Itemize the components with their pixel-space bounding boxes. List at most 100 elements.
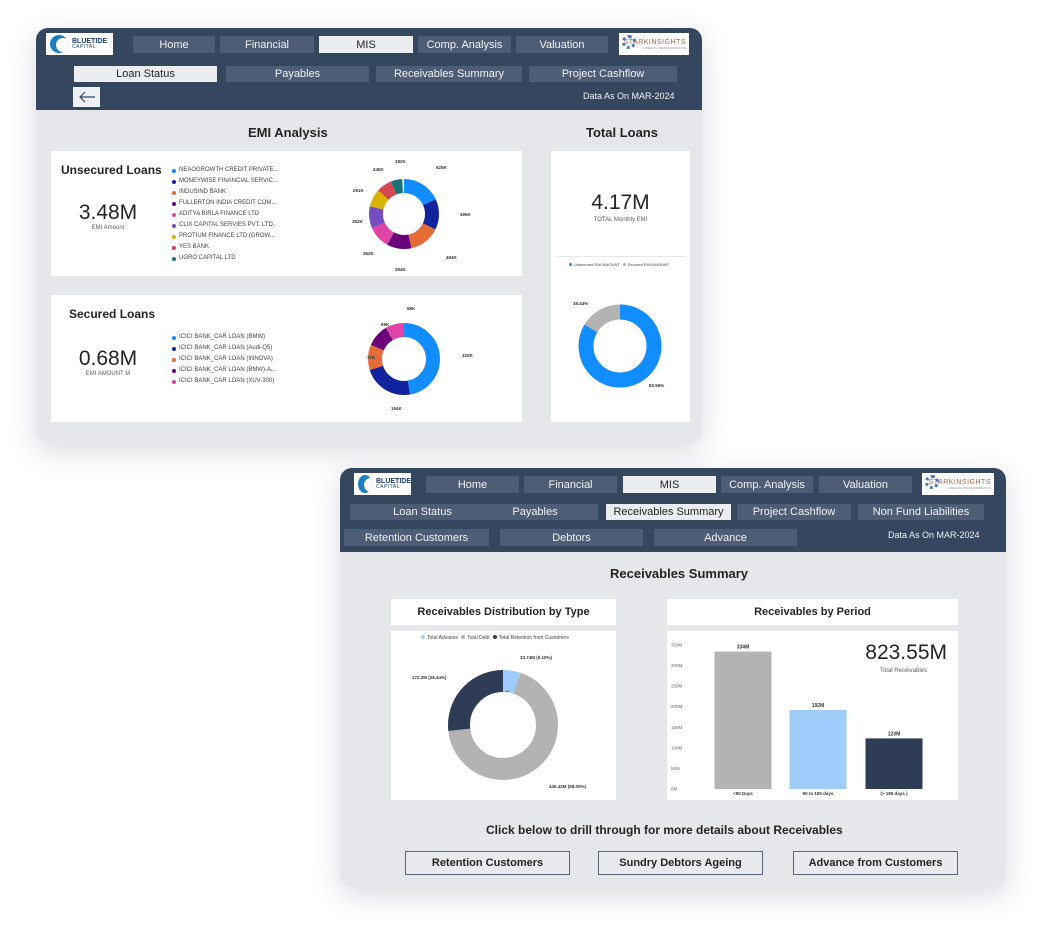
arrow-left-icon: [78, 91, 95, 103]
legend-dot-icon: [172, 179, 176, 184]
legend-item[interactable]: ICICI BANK_CAR LOAN (Audi-Q5): [172, 343, 276, 354]
nav-valuation-button[interactable]: Valuation: [516, 36, 608, 53]
tab-loan-status[interactable]: Loan Status: [74, 66, 217, 82]
legend-item[interactable]: INDUSIND BANK: [172, 187, 279, 198]
back-button[interactable]: [73, 87, 100, 107]
legend-item[interactable]: PROTIUM FINANCE LTD (GROW...: [172, 231, 279, 242]
legend-item[interactable]: Total Debt: [461, 635, 490, 641]
legend-item[interactable]: ICICI BANK_CAR LOAN (XUV-300): [172, 376, 276, 387]
top-navigation-bar: BLUETIDE CAPITAL Home Financial MIS Comp…: [36, 28, 702, 110]
nav-comp-analysis-button[interactable]: Comp. Analysis: [721, 476, 813, 493]
total-loans-donut-chart[interactable]: 83.56% 16.44%: [551, 291, 690, 401]
emi-analysis-title: EMI Analysis: [248, 125, 328, 140]
legend-item[interactable]: ADITYA BIRLA FINANCE LTD: [172, 209, 279, 220]
drill-through-text: Click below to drill through for more de…: [486, 823, 843, 837]
y-tick-label: 150M: [671, 725, 683, 730]
donut-label: 58K: [407, 306, 416, 311]
bluetide-logo[interactable]: BLUETIDE CAPITAL: [354, 473, 411, 495]
starkinsights-logo[interactable]: STARKINSIGHTS A WEALTH TRANSFORMATION: [619, 33, 689, 55]
legend-dot-icon: [569, 263, 572, 266]
total-emi-value: 4.17M: [591, 191, 650, 214]
nav-mis-button[interactable]: MIS: [623, 476, 716, 493]
donut-segment[interactable]: [369, 179, 439, 249]
tab-receivables-summary[interactable]: Receivables Summary: [606, 504, 731, 520]
retention-customers-drill-button[interactable]: Retention Customers: [405, 851, 570, 875]
bar[interactable]: [789, 710, 847, 789]
donut-segment[interactable]: [448, 670, 558, 780]
donut-segment[interactable]: [578, 304, 662, 388]
distribution-title: Receivables Distribution by Type: [417, 606, 590, 618]
donut-segment[interactable]: [368, 323, 440, 395]
legend-item[interactable]: ICICI BANK_CAR LOAN (BMW): [172, 332, 276, 343]
legend-item[interactable]: FULLERTON INDIA CREDIT COM...: [172, 198, 279, 209]
bluetide-logo[interactable]: BLUETIDE CAPITAL: [46, 33, 113, 55]
legend-dot-icon: [172, 379, 176, 384]
legend-item[interactable]: Total Retention from Customers: [492, 635, 569, 641]
nav-valuation-button[interactable]: Valuation: [819, 476, 912, 493]
total-loans-title: Total Loans: [586, 125, 658, 140]
sundry-debtors-ageing-drill-button[interactable]: Sundry Debtors Ageing: [598, 851, 763, 875]
legend-item[interactable]: NEAOGROWTH CREDIT PRIVATE...: [172, 165, 279, 176]
period-title-card: Receivables by Period: [667, 599, 958, 625]
period-card: 0M 50M 100M 150M 200M 250M 300M 350M 334M <90 Day…: [667, 631, 958, 800]
tab-advance[interactable]: Advance: [654, 529, 797, 546]
legend-item[interactable]: Secured EMI AMOUNT: [622, 262, 669, 267]
legend-item[interactable]: UGRO CAPITAL LTD: [172, 253, 279, 264]
donut-label: 154K: [391, 406, 403, 411]
nav-financial-button[interactable]: Financial: [524, 476, 617, 493]
donut-segment[interactable]: [448, 670, 558, 780]
secured-donut-chart[interactable]: 320K 154K 77K 69K 58K: [321, 297, 481, 421]
tab-payables[interactable]: Payables: [472, 504, 598, 520]
tab-project-cashflow[interactable]: Project Cashflow: [737, 504, 851, 520]
bar[interactable]: [714, 651, 772, 789]
legend-label: ICICI BANK_CAR LOAN (Audi-Q5): [179, 345, 273, 351]
legend-dot-icon: [172, 368, 176, 373]
distribution-card: Total Advance Total Debt Total Retention…: [391, 631, 616, 800]
bar-data-label: 192M: [812, 703, 825, 709]
donut-label: 320K: [462, 353, 474, 358]
legend-item[interactable]: ICICI BANK_CAR LOAN (INNOVA): [172, 354, 276, 365]
distribution-donut-chart[interactable]: 33.74M (5.10%) 172.2M (26.44%) 445.42M (…: [391, 645, 616, 800]
legend-label: ICICI BANK_CAR LOAN (INNOVA): [179, 356, 273, 362]
tab-retention-customers[interactable]: Retention Customers: [344, 529, 489, 546]
legend-dot-icon: [172, 168, 176, 173]
period-title: Receivables by Period: [754, 606, 871, 618]
donut-segment[interactable]: [369, 179, 439, 249]
unsecured-donut-chart[interactable]: 625K 495K 494K 394K 362K 352K 291K 245K …: [321, 153, 481, 275]
donut-label: 625K: [436, 165, 448, 170]
nav-home-button[interactable]: Home: [133, 36, 215, 53]
receivables-bar-chart[interactable]: 0M 50M 100M 150M 200M 250M 300M 350M 334M <90 Day…: [667, 631, 958, 800]
donut-label: 83.56%: [649, 383, 664, 388]
advance-from-customers-drill-button[interactable]: Advance from Customers: [793, 851, 958, 875]
unsecured-loans-title: Unsecured Loans: [61, 163, 162, 177]
unsecured-legend: NEAOGROWTH CREDIT PRIVATE... MONEYWISE F…: [172, 165, 279, 264]
legend-label: ICICI BANK_CAR LOAN (XUV-300): [179, 378, 275, 384]
legend-item[interactable]: Total Advance: [421, 635, 458, 641]
tab-receivables-summary[interactable]: Receivables Summary: [376, 66, 522, 82]
legend-label: ADITYA BIRLA FINANCE LTD: [179, 211, 260, 217]
x-category-label: 90 to 180 days: [803, 791, 834, 796]
nav-mis-button[interactable]: MIS: [319, 36, 413, 53]
legend-label: PROTIUM FINANCE LTD (GROW...: [179, 233, 275, 239]
donut-segment[interactable]: [368, 323, 440, 395]
legend-label: NEAOGROWTH CREDIT PRIVATE...: [179, 167, 279, 173]
legend-dot-icon: [492, 635, 497, 639]
nav-financial-button[interactable]: Financial: [220, 36, 314, 53]
legend-item[interactable]: YES BANK: [172, 242, 279, 253]
tab-loan-status[interactable]: Loan Status: [350, 504, 495, 520]
bar[interactable]: [865, 738, 923, 789]
legend-item[interactable]: MONEYWISE FINANCIAL SERVIC...: [172, 176, 279, 187]
donut-segment[interactable]: [368, 323, 440, 395]
starkinsights-logo[interactable]: STARKINSIGHTS A WEALTH TRANSFORMATION: [922, 473, 994, 495]
nav-comp-analysis-button[interactable]: Comp. Analysis: [418, 36, 511, 53]
donut-segment[interactable]: [369, 179, 439, 249]
nav-home-button[interactable]: Home: [426, 476, 519, 493]
tab-project-cashflow[interactable]: Project Cashflow: [529, 66, 677, 82]
legend-item[interactable]: ICICI BANK_CAR LOAN (BMW)-A...: [172, 365, 276, 376]
tab-non-fund-liabilities[interactable]: Non Fund Liabilities: [858, 504, 984, 520]
tab-payables[interactable]: Payables: [226, 66, 369, 82]
legend-item[interactable]: Unsecured EMI AMOUNT: [569, 262, 620, 267]
tab-debtors[interactable]: Debtors: [500, 529, 643, 546]
legend-item[interactable]: CLIX CAPITAL SERVIES PVT. LTD.: [172, 220, 279, 231]
donut-segment[interactable]: [369, 179, 439, 249]
